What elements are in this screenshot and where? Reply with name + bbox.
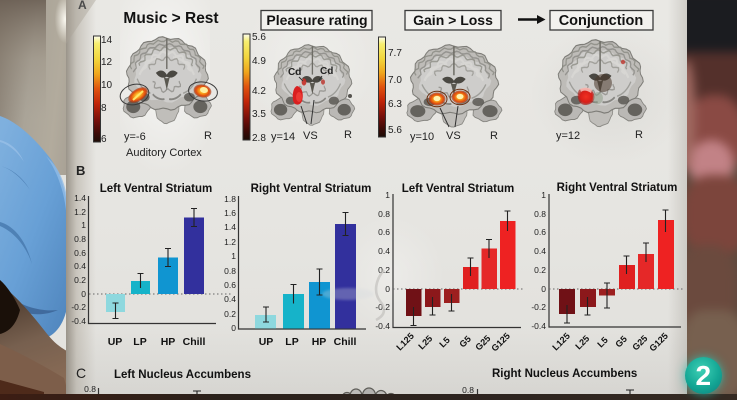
svg-text:R: R	[204, 130, 212, 142]
svg-text:Right Ventral Striatum: Right Ventral Striatum	[251, 183, 372, 195]
svg-text:0.8: 0.8	[74, 234, 86, 244]
svg-text:C: C	[76, 365, 86, 381]
svg-text:HP: HP	[161, 336, 176, 348]
svg-text:0: 0	[231, 323, 236, 333]
svg-text:1.4: 1.4	[224, 222, 236, 232]
svg-text:y=10: y=10	[410, 131, 434, 143]
svg-text:1.6: 1.6	[224, 208, 236, 218]
svg-text:-0.4: -0.4	[71, 316, 86, 326]
svg-text:A: A	[78, 0, 87, 12]
svg-text:G25: G25	[473, 333, 492, 352]
svg-text:Left Nucleus Accumbens: Left Nucleus Accumbens	[114, 369, 251, 381]
svg-text:0.4: 0.4	[534, 246, 546, 256]
svg-text:3.5: 3.5	[252, 109, 266, 120]
svg-text:0.6: 0.6	[534, 227, 546, 237]
svg-text:1: 1	[385, 190, 390, 200]
svg-text:Cd: Cd	[320, 66, 333, 77]
svg-text:7.7: 7.7	[388, 48, 402, 59]
svg-text:VS: VS	[446, 130, 461, 142]
svg-text:UP: UP	[108, 336, 123, 348]
svg-text:0.8: 0.8	[84, 384, 96, 394]
svg-text:Right Ventral Striatum: Right Ventral Striatum	[557, 182, 678, 194]
svg-text:LP: LP	[133, 336, 146, 348]
svg-text:G25: G25	[630, 333, 649, 352]
svg-text:0.6: 0.6	[74, 248, 86, 258]
svg-text:2.8: 2.8	[252, 133, 266, 144]
svg-text:L25: L25	[573, 333, 591, 351]
svg-text:-0.2: -0.2	[531, 302, 546, 312]
svg-text:0.4: 0.4	[378, 246, 390, 256]
svg-text:Chill: Chill	[183, 336, 206, 348]
svg-text:y=14: y=14	[271, 131, 295, 143]
svg-text:1: 1	[231, 251, 236, 261]
svg-text:L5: L5	[595, 335, 610, 350]
svg-text:0: 0	[385, 284, 390, 294]
svg-text:0.2: 0.2	[74, 275, 86, 285]
svg-text:Conjunction: Conjunction	[559, 13, 644, 29]
svg-text:0.4: 0.4	[74, 261, 86, 271]
svg-text:VS: VS	[303, 130, 318, 142]
svg-text:0.8: 0.8	[224, 266, 236, 276]
svg-text:Gain > Loss: Gain > Loss	[413, 12, 493, 28]
svg-text:L25: L25	[416, 333, 434, 351]
svg-text:4.9: 4.9	[252, 56, 266, 67]
svg-text:6.3: 6.3	[388, 99, 402, 110]
svg-text:G125: G125	[489, 331, 512, 354]
svg-text:y=12: y=12	[556, 130, 580, 142]
svg-text:1.4: 1.4	[74, 193, 86, 203]
svg-text:5.6: 5.6	[388, 125, 402, 136]
svg-text:1.2: 1.2	[74, 207, 86, 217]
svg-text:-0.4: -0.4	[531, 321, 546, 331]
svg-text:0: 0	[81, 289, 86, 299]
svg-text:-0.4: -0.4	[375, 321, 390, 331]
svg-text:L5: L5	[437, 335, 452, 350]
svg-text:10: 10	[101, 80, 113, 91]
svg-text:0.2: 0.2	[378, 265, 390, 275]
svg-text:7.0: 7.0	[388, 75, 402, 86]
svg-text:0.4: 0.4	[224, 294, 236, 304]
svg-text:R: R	[635, 129, 643, 141]
svg-text:5.6: 5.6	[252, 32, 266, 43]
svg-text:Pleasure rating: Pleasure rating	[266, 12, 367, 28]
svg-text:8: 8	[101, 103, 107, 114]
svg-text:LP: LP	[285, 336, 298, 348]
svg-text:1: 1	[541, 190, 546, 200]
svg-text:Left Ventral Striatum: Left Ventral Striatum	[402, 183, 514, 195]
svg-text:Cd: Cd	[288, 67, 301, 78]
svg-text:Auditory Cortex: Auditory Cortex	[126, 147, 202, 159]
svg-text:0.8: 0.8	[378, 209, 390, 219]
svg-text:HP: HP	[312, 336, 327, 348]
svg-text:1.8: 1.8	[224, 194, 236, 204]
svg-text:Chill: Chill	[334, 336, 357, 348]
svg-text:0: 0	[541, 284, 546, 294]
svg-text:G125: G125	[647, 331, 670, 354]
svg-text:Left Ventral Striatum: Left Ventral Striatum	[100, 183, 212, 195]
svg-text:L125: L125	[394, 331, 416, 353]
svg-text:6: 6	[101, 134, 107, 145]
svg-text:0.8: 0.8	[462, 385, 474, 395]
svg-text:1: 1	[81, 220, 86, 230]
svg-text:0.6: 0.6	[378, 227, 390, 237]
svg-text:Music > Rest: Music > Rest	[123, 10, 218, 27]
svg-text:B: B	[76, 163, 85, 178]
svg-text:0.8: 0.8	[534, 209, 546, 219]
svg-text:0.6: 0.6	[224, 280, 236, 290]
svg-text:4.2: 4.2	[252, 86, 266, 97]
svg-text:R: R	[490, 130, 498, 142]
svg-text:R: R	[344, 129, 352, 141]
svg-text:0.2: 0.2	[534, 265, 546, 275]
svg-text:0.2: 0.2	[224, 309, 236, 319]
svg-text:1.2: 1.2	[224, 237, 236, 247]
svg-text:UP: UP	[259, 336, 274, 348]
svg-text:14: 14	[101, 35, 113, 46]
svg-text:-0.2: -0.2	[71, 302, 86, 312]
svg-text:y=-6: y=-6	[124, 131, 146, 143]
svg-text:Right Nucleus Accumbens: Right Nucleus Accumbens	[492, 368, 637, 380]
svg-text:L125: L125	[550, 331, 572, 353]
svg-text:12: 12	[101, 57, 113, 68]
svg-text:G5: G5	[457, 334, 473, 350]
svg-text:G5: G5	[613, 334, 629, 350]
